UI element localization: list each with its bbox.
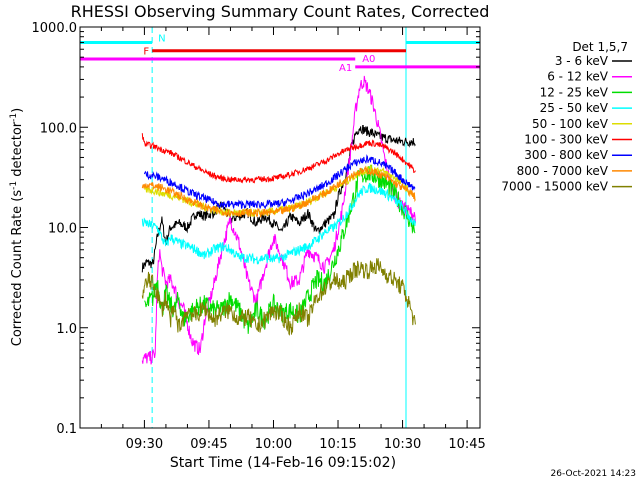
footer-timestamp: 26-Oct-2021 14:23 — [551, 469, 636, 479]
x-tick-label: 10:00 — [255, 437, 292, 452]
legend-label-50-100-kev: 50 - 100 keV — [532, 117, 609, 131]
y-axis-label-main: Corrected Count Rate (s — [10, 190, 25, 347]
y-axis-label-sup2: -1 — [9, 113, 19, 122]
attenuator-label-a0: A0 — [362, 54, 375, 65]
y-axis-label-sup1: -1 — [9, 181, 19, 190]
legend-label-12-25-kev: 12 - 25 keV — [540, 85, 609, 99]
series-line-25-50-kev — [141, 182, 416, 265]
y-tick-label: 100.0 — [40, 121, 77, 136]
attenuator-label-n: N — [158, 34, 165, 45]
x-tick-label: 09:45 — [190, 437, 227, 452]
x-tick-label: 09:30 — [126, 437, 163, 452]
axes-layer: 1000.0 100.0 10.0 1.0 0.1 09:30 09:45 10:00 10:1… — [32, 21, 486, 452]
legend-label-25-50-kev: 25 - 50 keV — [540, 101, 609, 115]
series-line-3-6-kev — [141, 125, 416, 273]
y-tick-label: 10.0 — [48, 222, 77, 237]
y-axis-label-end: ) — [10, 108, 25, 113]
y-tick-label: 1000.0 — [32, 21, 78, 36]
series-line-800-7000-kev — [141, 165, 416, 219]
y-tick-label: 1.0 — [56, 322, 77, 337]
legend-label-100-300-kev: 100 - 300 keV — [524, 133, 608, 147]
y-axis-label-mid: detector — [10, 121, 25, 181]
x-tick-label: 10:15 — [319, 437, 356, 452]
x-tick-label: 10:45 — [448, 437, 485, 452]
series-line-12-25-kev — [144, 164, 416, 334]
series-line-300-800-kev — [143, 154, 416, 210]
x-axis-label: Start Time (14-Feb-16 09:15:02) — [170, 455, 396, 471]
series-line-6-12-kev — [141, 75, 416, 365]
chart-title: RHESSI Observing Summary Count Rates, Co… — [71, 2, 490, 21]
legend-label-7000-15000-kev: 7000 - 15000 keV — [501, 180, 608, 194]
series-layer — [141, 75, 416, 365]
attenuator-label-a1: A1 — [339, 63, 352, 74]
legend-label-6-12-kev: 6 - 12 keV — [547, 70, 609, 84]
x-tick-label: 10:30 — [384, 437, 421, 452]
legend-title: Det 1,5,7 — [572, 40, 628, 54]
legend-label-300-800-kev: 300 - 800 keV — [524, 148, 608, 162]
y-axis-label: Corrected Count Rate (s-1 detector-1) — [9, 108, 25, 346]
legend-label-800-7000-kev: 800 - 7000 keV — [517, 164, 609, 178]
series-line-100-300-kev — [141, 133, 416, 184]
legend-label-3-6-kev: 3 - 6 keV — [555, 54, 609, 68]
series-line-7000-15000-kev — [141, 258, 416, 336]
y-tick-label: 0.1 — [56, 422, 77, 437]
attenuator-label-f: F — [143, 47, 149, 58]
